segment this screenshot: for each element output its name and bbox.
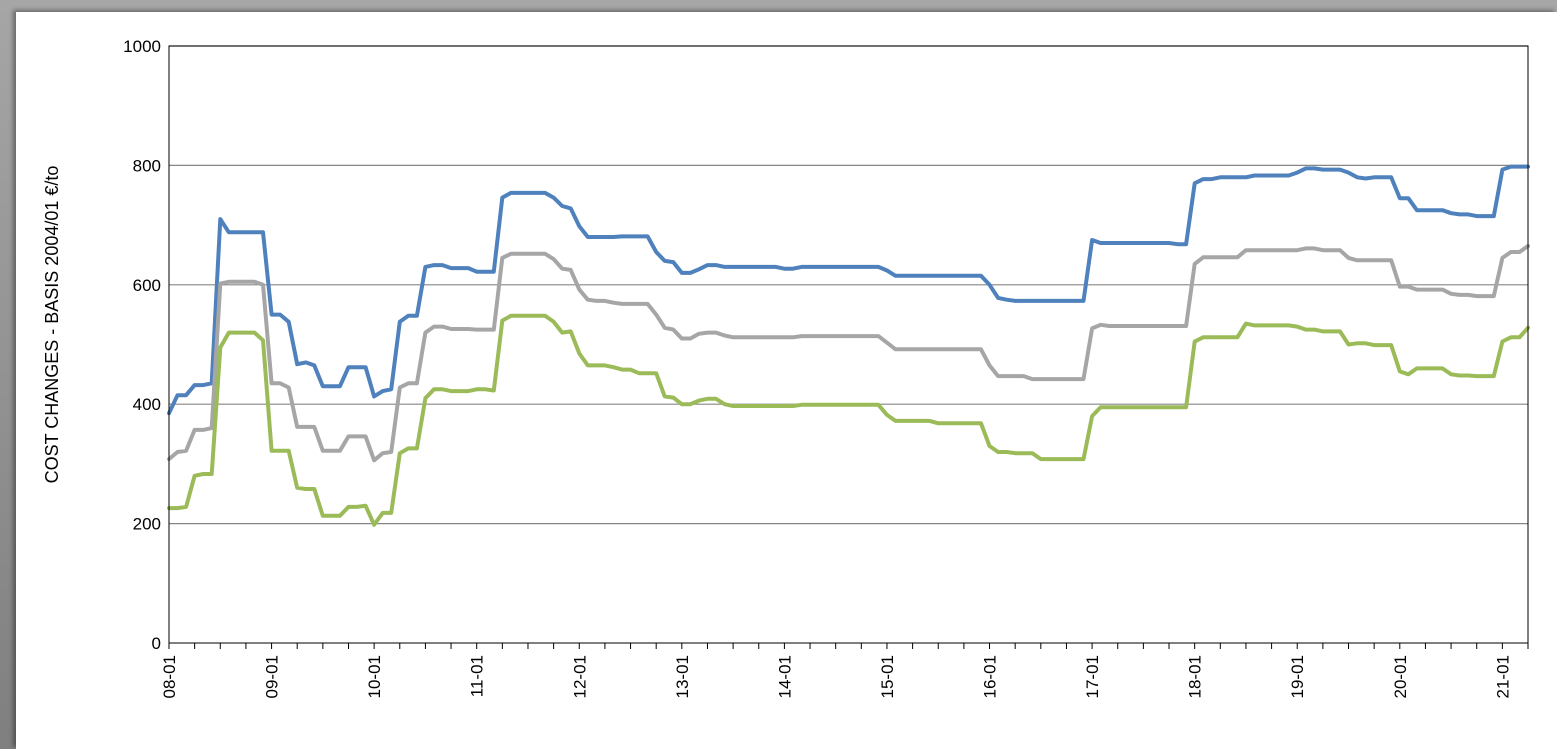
line-chart: 0 200 400 600 800 1000 08-01 09-01 10-01 11-01 12… (42, 37, 1530, 698)
y-tick-label: 800 (133, 156, 161, 175)
x-tick-label: 11-01 (468, 655, 487, 697)
x-tick-label: 19-01 (1288, 655, 1307, 698)
x-tick-label: 21-01 (1493, 655, 1512, 698)
series-lines (167, 164, 1530, 527)
x-tick-label: 14-01 (775, 655, 794, 698)
x-axis-ticks: 08-01 09-01 10-01 11-01 12-01 13-01 14-01 15-01… (160, 643, 1529, 698)
y-tick-label: 1000 (123, 37, 161, 56)
y-axis-title: COST CHANGES - BASIS 2004/01 €/to (42, 166, 62, 484)
x-tick-label: 12-01 (570, 655, 589, 698)
y-tick-label: 600 (133, 276, 161, 295)
y-axis-tick-labels: 0 200 400 600 800 1000 (123, 37, 161, 653)
x-tick-label: 16-01 (981, 655, 1000, 698)
chart-panel: 0 200 400 600 800 1000 08-01 09-01 10-01 11-01 12… (16, 12, 1557, 749)
y-tick-label: 200 (133, 515, 161, 534)
x-tick-label: 09-01 (263, 655, 282, 698)
y-tick-label: 0 (152, 634, 161, 653)
y-tick-label: 400 (133, 395, 161, 414)
x-tick-label: 20-01 (1391, 655, 1410, 698)
x-tick-label: 08-01 (160, 655, 179, 698)
x-tick-label: 15-01 (878, 655, 897, 698)
series-line-3 (167, 313, 1530, 527)
axes (168, 45, 1529, 644)
x-tick-label: 18-01 (1186, 655, 1205, 698)
x-tick-label: 17-01 (1083, 655, 1102, 698)
x-tick-label: 13-01 (673, 655, 692, 698)
plot-border (168, 45, 1529, 644)
series-line-2 (167, 244, 1530, 463)
series-line-1 (167, 164, 1530, 416)
x-tick-label: 10-01 (365, 655, 384, 698)
